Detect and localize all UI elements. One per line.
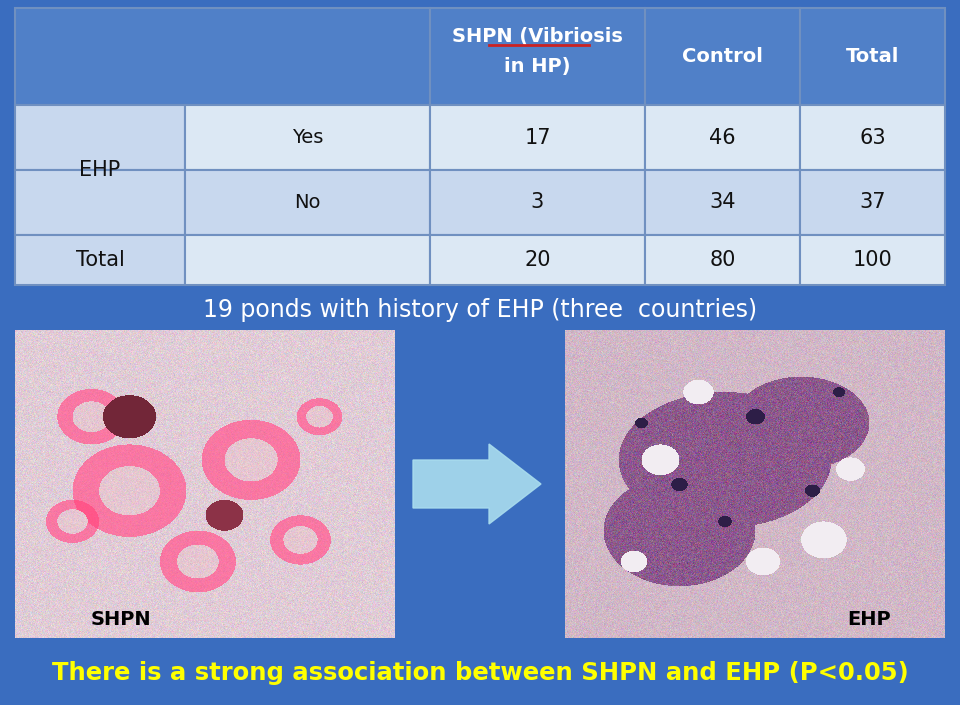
Text: SHPN (Vibriosis: SHPN (Vibriosis <box>452 27 623 46</box>
Text: 19 ponds with history of EHP (three  countries): 19 ponds with history of EHP (three coun… <box>203 298 757 322</box>
Bar <box>800 105 945 170</box>
Bar <box>645 105 800 170</box>
FancyArrow shape <box>413 444 541 524</box>
Bar <box>645 170 800 235</box>
Bar <box>185 105 430 170</box>
Bar <box>430 105 645 170</box>
Text: There is a strong association between SHPN and EHP (P<0.05): There is a strong association between SH… <box>52 661 908 685</box>
Bar <box>645 8 800 105</box>
Bar <box>15 105 185 170</box>
Bar <box>430 170 645 235</box>
Text: 46: 46 <box>709 128 735 147</box>
Text: 63: 63 <box>859 128 886 147</box>
Bar <box>800 170 945 235</box>
Bar <box>800 8 945 105</box>
Text: No: No <box>295 193 321 212</box>
Text: Total: Total <box>76 250 125 270</box>
Text: 37: 37 <box>859 192 886 212</box>
Text: 34: 34 <box>709 192 735 212</box>
Bar <box>15 170 185 235</box>
Text: 100: 100 <box>852 250 893 270</box>
Bar <box>15 8 430 105</box>
Text: 80: 80 <box>709 250 735 270</box>
Text: Total: Total <box>846 47 900 66</box>
Text: EHP: EHP <box>80 160 121 180</box>
Text: Yes: Yes <box>292 128 324 147</box>
Bar <box>430 8 645 105</box>
Text: 17: 17 <box>524 128 551 147</box>
Text: Control: Control <box>682 47 763 66</box>
Bar <box>645 235 800 285</box>
Text: 20: 20 <box>524 250 551 270</box>
Text: 3: 3 <box>531 192 544 212</box>
Bar <box>185 170 430 235</box>
Bar <box>185 235 430 285</box>
Bar <box>15 235 185 285</box>
Text: SHPN: SHPN <box>91 610 152 629</box>
Bar <box>800 235 945 285</box>
Text: in HP): in HP) <box>504 57 571 76</box>
Text: EHP: EHP <box>847 610 891 629</box>
Bar <box>430 235 645 285</box>
